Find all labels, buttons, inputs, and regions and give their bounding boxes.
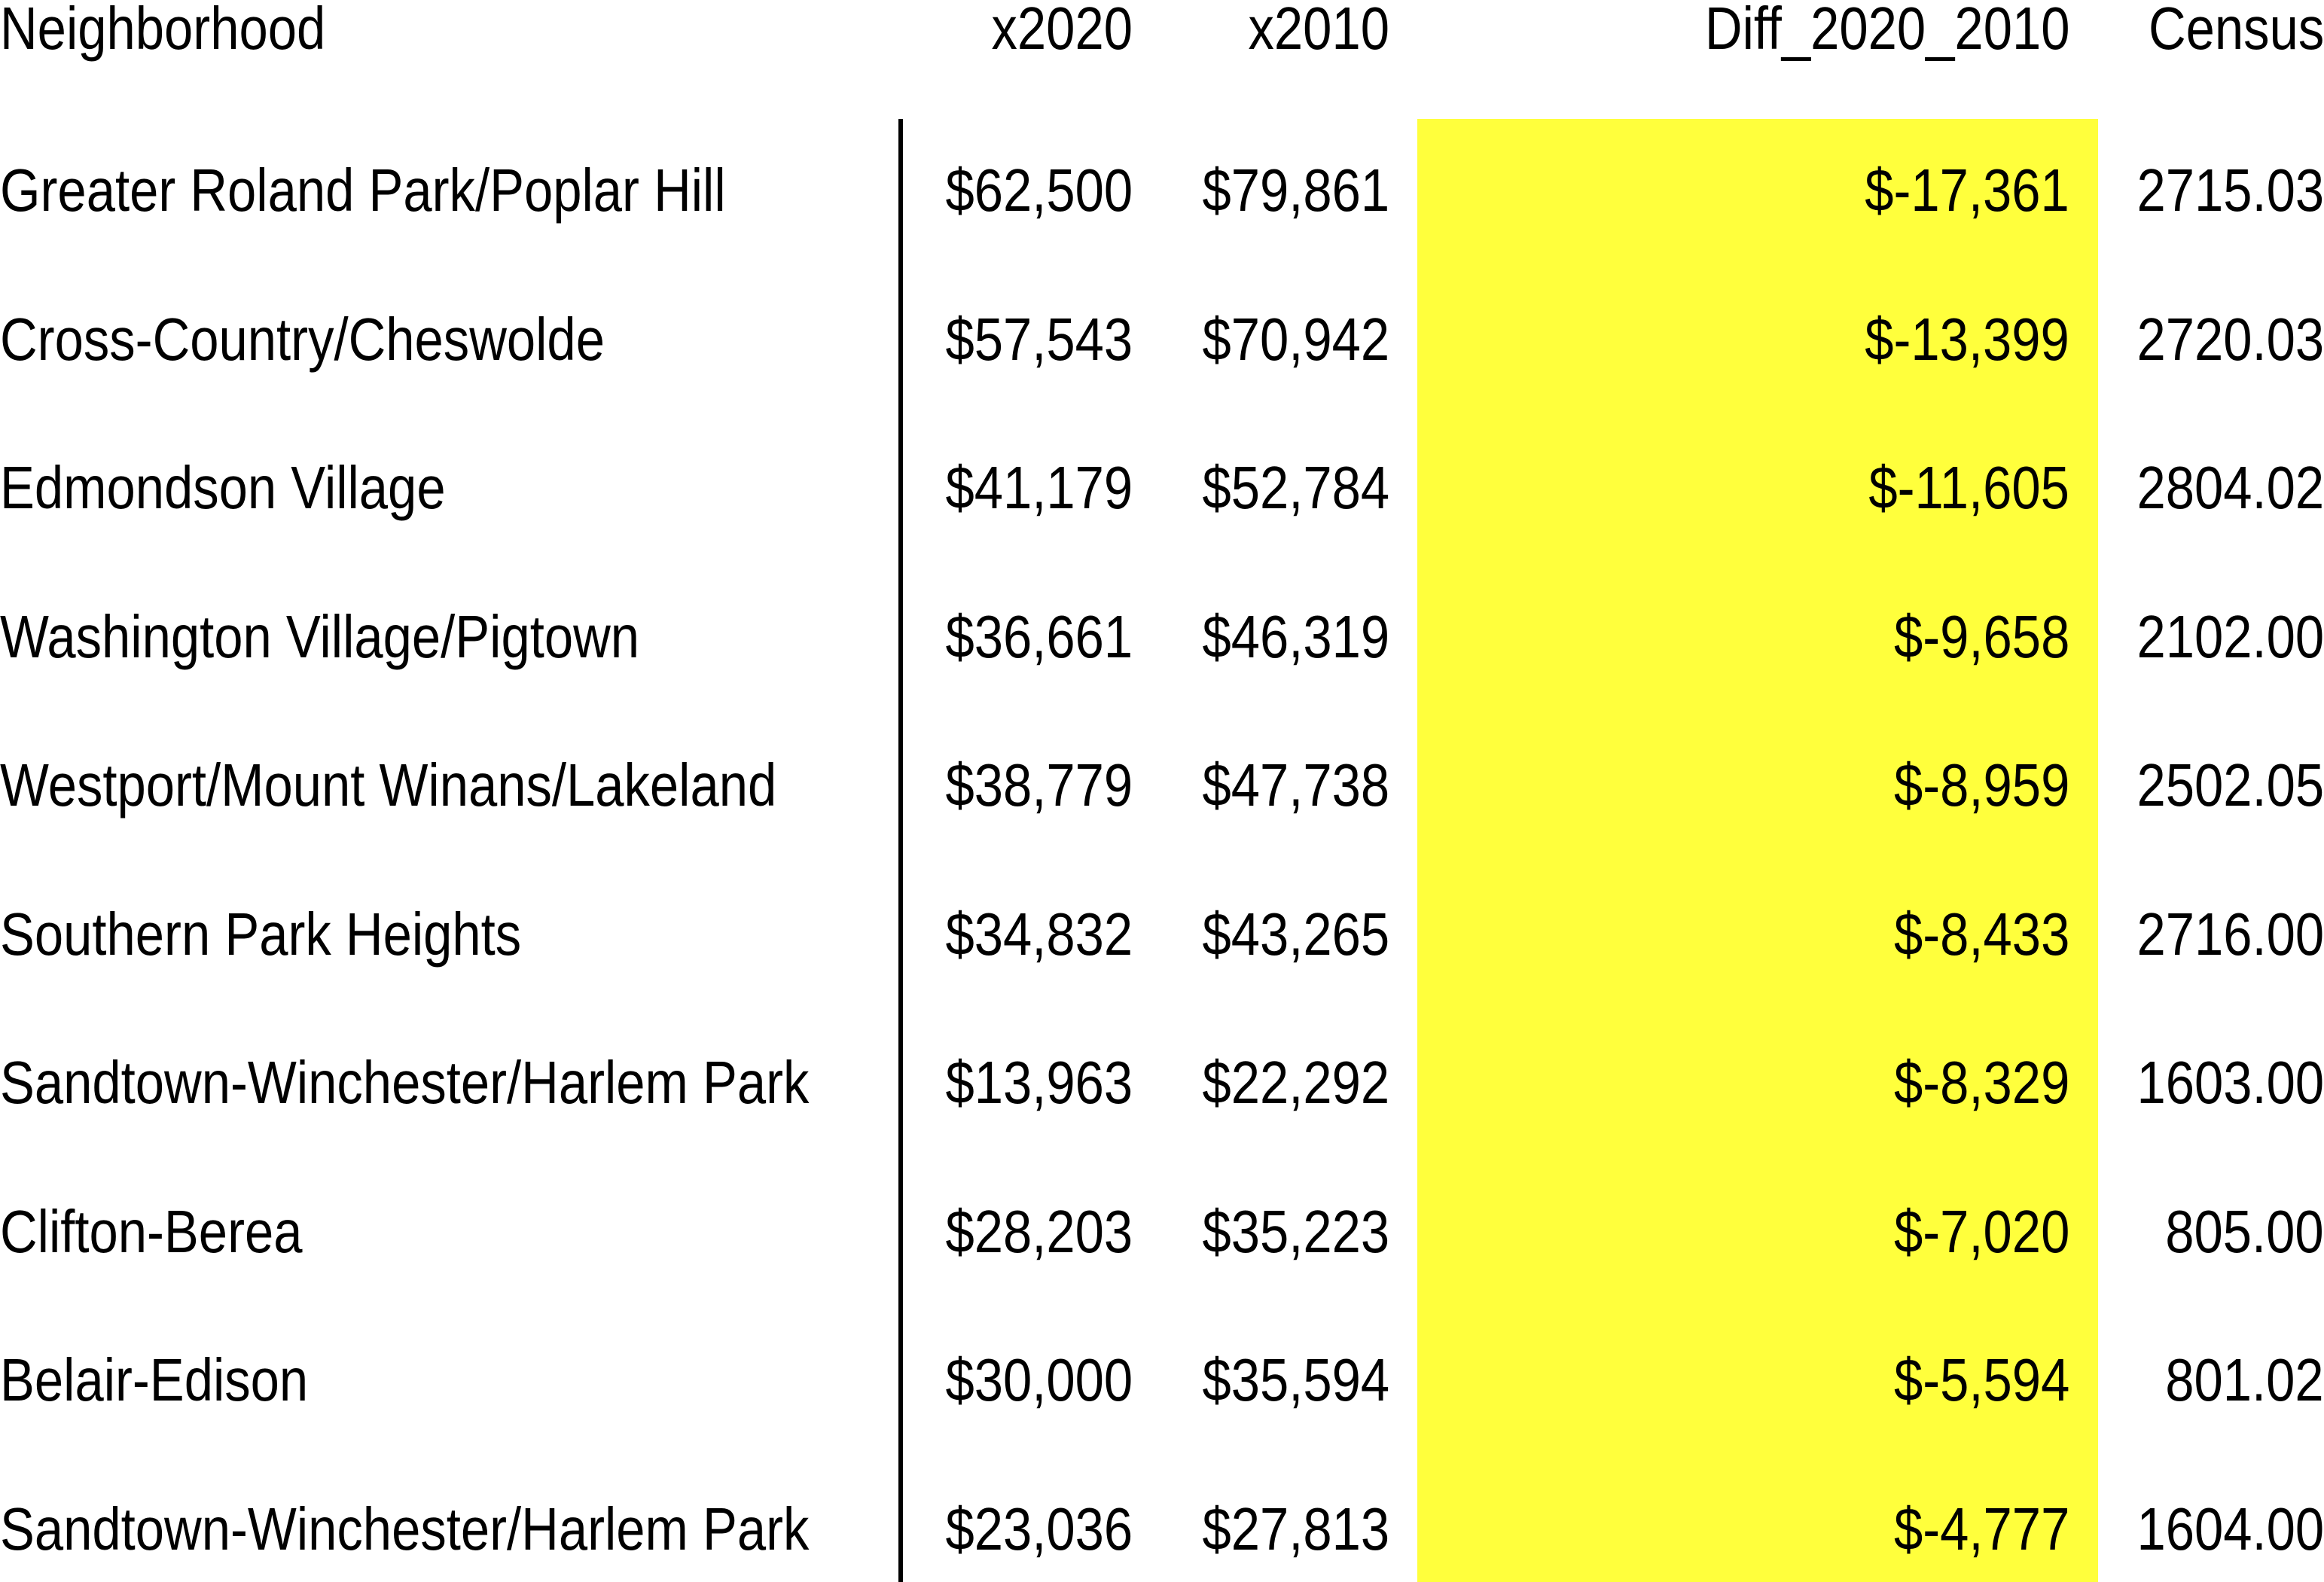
table-cell-diff: $-11,605 [1868,454,2069,521]
table-cell-x2020: $38,779 [945,751,1133,818]
table-cell-census: 2502.05 [2136,751,2324,818]
table-cell-diff: $-5,594 [1893,1346,2069,1413]
table-cell-neighborhood: Sandtown-Winchester/Harlem Park [0,1495,810,1562]
header-diff: Diff_2020_2010 [1704,0,2069,62]
table-cell-x2020: $41,179 [945,454,1133,521]
table-cell-neighborhood: Sandtown-Winchester/Harlem Park [0,1049,810,1116]
table-cell-neighborhood: Washington Village/Pigtown [0,602,640,670]
table-cell-x2010: $27,813 [1202,1495,1389,1562]
table-cell-x2020: $28,203 [945,1197,1133,1265]
table-cell-neighborhood: Southern Park Heights [0,900,522,968]
table-cell-census: 1604.00 [2136,1495,2324,1562]
column-divider [898,119,903,1582]
table-cell-diff: $-8,329 [1893,1049,2069,1116]
diff-column-highlight [1417,119,2098,1582]
table-cell-neighborhood: Cross-Country/Cheswolde [0,305,605,373]
table-cell-neighborhood: Clifton-Berea [0,1197,303,1265]
table-cell-census: 801.02 [2165,1346,2324,1413]
table-cell-x2020: $23,036 [945,1495,1133,1562]
table-cell-x2010: $35,594 [1202,1346,1389,1413]
table-cell-census: 2102.00 [2136,602,2324,670]
table-cell-x2010: $35,223 [1202,1197,1389,1265]
table-cell-x2020: $13,963 [945,1049,1133,1116]
table-cell-census: 805.00 [2165,1197,2324,1265]
table-cell-x2010: $43,265 [1202,900,1389,968]
table-cell-x2010: $52,784 [1202,454,1389,521]
table-cell-x2010: $47,738 [1202,751,1389,818]
header-x2010: x2010 [1248,0,1389,62]
table-cell-census: 2715.03 [2136,157,2324,224]
table-cell-x2010: $22,292 [1202,1049,1389,1116]
table-cell-census: 2720.03 [2136,305,2324,373]
table-cell-neighborhood: Edmondson Village [0,454,446,521]
table-cell-neighborhood: Greater Roland Park/Poplar Hill [0,157,726,224]
table-cell-census: 1603.00 [2136,1049,2324,1116]
table-cell-x2020: $30,000 [945,1346,1133,1413]
table-cell-diff: $-4,777 [1893,1495,2069,1562]
table-cell-x2020: $34,832 [945,900,1133,968]
table-cell-census: 2804.02 [2136,454,2324,521]
table-cell-diff: $-8,959 [1893,751,2069,818]
table-cell-diff: $-8,433 [1893,900,2069,968]
header-census: Census [2148,0,2324,62]
header-neighborhood: Neighborhood [0,0,326,62]
table-cell-diff: $-7,020 [1893,1197,2069,1265]
header-x2020: x2020 [991,0,1133,62]
table-cell-x2010: $79,861 [1202,157,1389,224]
table-cell-census: 2716.00 [2136,900,2324,968]
table-cell-x2020: $57,543 [945,305,1133,373]
table-cell-diff: $-9,658 [1893,602,2069,670]
table-cell-neighborhood: Westport/Mount Winans/Lakeland [0,751,777,818]
table-cell-x2020: $36,661 [945,602,1133,670]
table-cell-x2010: $70,942 [1202,305,1389,373]
table-cell-neighborhood: Belair-Edison [0,1346,309,1413]
table-cell-x2020: $62,500 [945,157,1133,224]
table-cell-x2010: $46,319 [1202,602,1389,670]
table-cell-diff: $-17,361 [1865,157,2069,224]
table-cell-diff: $-13,399 [1865,305,2069,373]
